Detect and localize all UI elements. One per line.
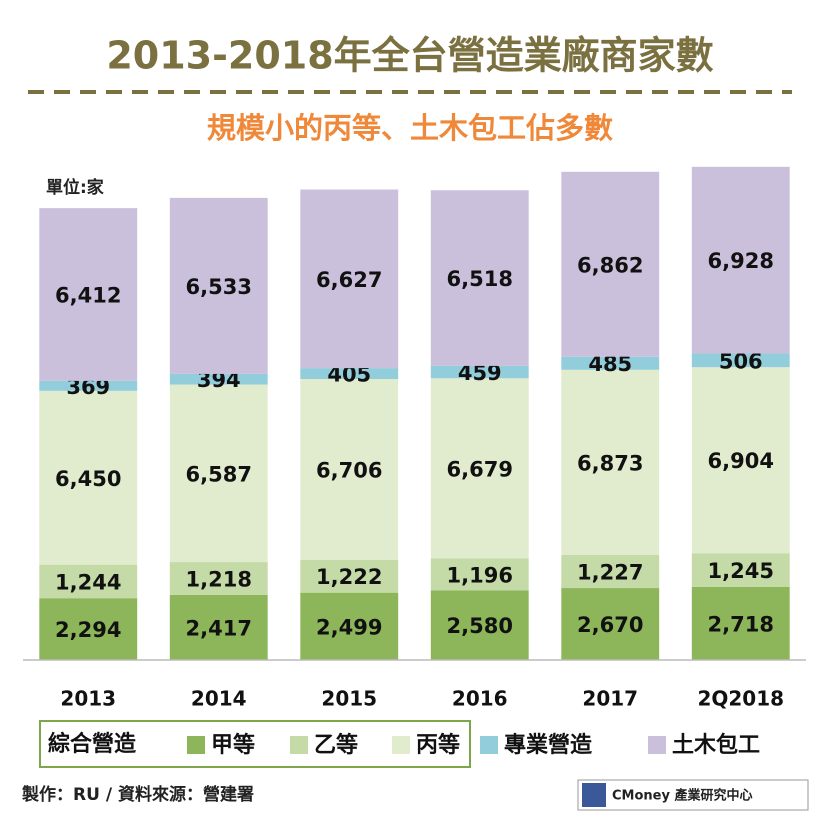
value-label: 1,196: [447, 563, 513, 587]
legend-swatch: [392, 736, 410, 754]
bar-segment: [39, 564, 138, 599]
bar-segment: [169, 384, 268, 563]
bar-segment: [561, 369, 660, 555]
value-label: 2,417: [186, 616, 252, 640]
x-tick-label: 2013: [60, 687, 116, 711]
bar-segment: [300, 559, 399, 593]
value-label: 6,627: [316, 268, 382, 292]
bar-segment: [691, 586, 790, 660]
value-label: 6,587: [186, 462, 252, 486]
bar-segment: [691, 367, 790, 554]
value-label: 6,928: [708, 249, 774, 273]
legend-label: 土木包工: [672, 732, 760, 758]
bar-segment: [39, 598, 138, 660]
bar-segment: [561, 356, 660, 370]
value-label: 6,533: [186, 275, 252, 299]
value-label: 6,904: [708, 449, 774, 473]
legend-swatch: [187, 736, 205, 754]
legend-label: 專業營造: [504, 732, 592, 758]
bar-segment: [561, 588, 660, 660]
value-label: 6,706: [316, 458, 382, 482]
x-tick-label: 2016: [452, 687, 508, 711]
value-label: 2,580: [447, 614, 513, 638]
unit-label: 單位:家: [46, 177, 104, 198]
bar-segment: [39, 208, 138, 381]
x-tick-label: 2Q2018: [697, 687, 784, 711]
value-label: 1,244: [55, 570, 121, 594]
x-tick-label: 2015: [321, 687, 377, 711]
value-label: 2,294: [55, 618, 121, 642]
bar-segment: [300, 592, 399, 660]
logo-box: [577, 779, 809, 811]
bar-segment: [430, 190, 529, 366]
bar-segment: [300, 189, 399, 369]
value-label: 6,412: [55, 284, 121, 308]
bar-segment: [169, 562, 268, 595]
x-tick-label: 2017: [582, 687, 638, 711]
value-label: 6,450: [55, 467, 121, 491]
legend-label: 乙等: [314, 732, 358, 758]
value-label: 6,679: [447, 457, 513, 481]
value-label: 6,873: [577, 451, 643, 475]
bar-segment: [169, 373, 268, 385]
bar-segment: [691, 553, 790, 587]
value-label: 2,718: [708, 612, 774, 636]
value-label: 6,518: [447, 267, 513, 291]
bar-segment: [39, 390, 138, 565]
legend-label: 甲等: [211, 732, 255, 758]
chart-subtitle: 規模小的丙等、土木包工佔多數: [207, 111, 613, 145]
logo-icon: [582, 783, 606, 807]
legend-swatch: [290, 736, 308, 754]
bar-segment: [430, 365, 529, 379]
bar-segment: [430, 590, 529, 660]
bar-segment: [39, 380, 138, 391]
value-label: 1,222: [316, 565, 382, 589]
value-label: 1,218: [186, 567, 252, 591]
bar-segment: [430, 378, 529, 559]
legend-group-label: 綜合營造: [48, 731, 136, 757]
value-label: 6,862: [577, 253, 643, 277]
bar-segment: [300, 379, 399, 560]
bar-segment: [169, 594, 268, 660]
legend-label: 丙等: [416, 732, 460, 758]
value-label: 1,227: [577, 561, 643, 585]
bar-segment: [561, 554, 660, 589]
bar-segment: [169, 197, 268, 374]
value-label: 2,499: [316, 615, 382, 639]
legend-group-box: [39, 720, 471, 768]
value-label: 1,245: [708, 559, 774, 583]
footer: 製作：RU / 資料來源：營建署: [21, 784, 254, 805]
bar-segment: [691, 353, 790, 368]
x-tick-label: 2014: [191, 687, 247, 711]
bar-segment: [430, 558, 529, 591]
legend-swatch: [648, 736, 666, 754]
bar-segment: [300, 368, 399, 380]
value-label: 2,670: [577, 613, 643, 637]
legend-swatch: [480, 736, 498, 754]
bar-segment: [561, 171, 660, 357]
bar-segment: [691, 166, 790, 354]
logo-text: CMoney 產業研究中心: [612, 788, 752, 804]
chart-title: 2013-2018年全台營造業廠商家數: [106, 34, 713, 78]
